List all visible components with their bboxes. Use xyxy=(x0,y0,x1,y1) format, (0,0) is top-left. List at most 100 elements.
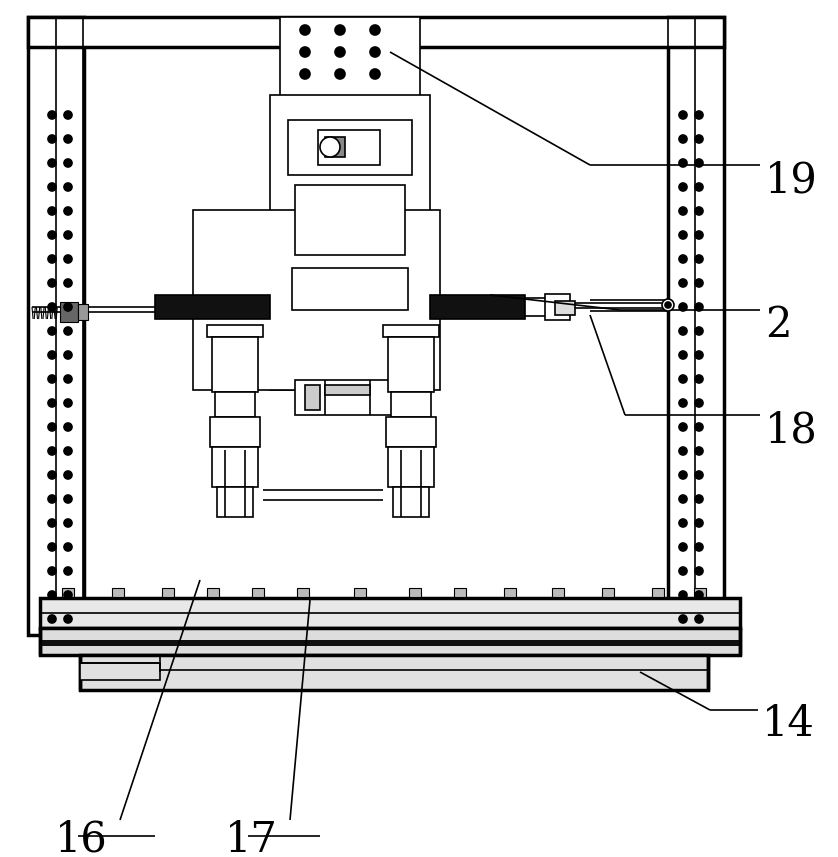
Text: 17: 17 xyxy=(225,819,278,857)
Circle shape xyxy=(679,543,687,551)
Circle shape xyxy=(320,137,340,157)
Circle shape xyxy=(679,231,687,239)
Bar xyxy=(297,588,309,597)
Bar xyxy=(40,628,740,655)
Bar xyxy=(602,588,614,597)
Circle shape xyxy=(695,351,703,359)
Circle shape xyxy=(48,303,56,311)
Text: 14: 14 xyxy=(762,703,815,745)
Bar xyxy=(552,588,564,597)
Circle shape xyxy=(64,591,72,599)
Circle shape xyxy=(48,399,56,407)
Circle shape xyxy=(64,111,72,119)
Circle shape xyxy=(695,135,703,143)
Circle shape xyxy=(695,159,703,167)
Circle shape xyxy=(64,207,72,215)
Bar xyxy=(112,588,124,597)
Circle shape xyxy=(695,399,703,407)
Circle shape xyxy=(370,25,380,35)
Circle shape xyxy=(679,495,687,503)
Bar xyxy=(40,640,740,646)
Bar xyxy=(652,588,664,597)
Circle shape xyxy=(679,519,687,527)
Bar xyxy=(215,392,255,417)
Bar xyxy=(388,447,434,487)
Circle shape xyxy=(48,279,56,287)
Circle shape xyxy=(64,447,72,455)
Circle shape xyxy=(64,543,72,551)
Circle shape xyxy=(64,351,72,359)
Circle shape xyxy=(679,471,687,479)
Circle shape xyxy=(370,69,380,79)
Circle shape xyxy=(48,183,56,191)
Circle shape xyxy=(695,615,703,623)
Circle shape xyxy=(679,591,687,599)
Circle shape xyxy=(335,47,345,57)
Bar xyxy=(354,588,366,597)
Circle shape xyxy=(48,471,56,479)
Circle shape xyxy=(665,302,671,308)
Circle shape xyxy=(679,255,687,263)
Circle shape xyxy=(695,519,703,527)
Circle shape xyxy=(695,279,703,287)
Circle shape xyxy=(679,615,687,623)
Bar xyxy=(28,17,84,635)
Circle shape xyxy=(64,231,72,239)
Bar xyxy=(292,268,408,310)
Bar xyxy=(210,417,260,447)
Circle shape xyxy=(695,471,703,479)
Circle shape xyxy=(48,423,56,431)
Bar xyxy=(280,17,420,97)
Text: 19: 19 xyxy=(765,159,818,201)
Bar xyxy=(40,598,740,628)
Circle shape xyxy=(695,495,703,503)
Circle shape xyxy=(64,303,72,311)
Bar xyxy=(525,298,560,316)
Circle shape xyxy=(695,183,703,191)
Circle shape xyxy=(679,399,687,407)
Circle shape xyxy=(48,543,56,551)
Circle shape xyxy=(48,375,56,383)
Bar xyxy=(694,588,706,597)
Circle shape xyxy=(695,111,703,119)
Circle shape xyxy=(695,207,703,215)
Circle shape xyxy=(64,183,72,191)
Circle shape xyxy=(300,47,310,57)
Circle shape xyxy=(335,25,345,35)
Bar xyxy=(668,17,724,635)
Circle shape xyxy=(64,399,72,407)
Circle shape xyxy=(679,279,687,287)
Bar xyxy=(295,380,405,415)
Circle shape xyxy=(695,543,703,551)
Bar xyxy=(430,295,525,319)
Bar xyxy=(162,588,174,597)
Circle shape xyxy=(64,615,72,623)
Circle shape xyxy=(679,351,687,359)
Circle shape xyxy=(64,423,72,431)
Circle shape xyxy=(695,447,703,455)
Circle shape xyxy=(64,279,72,287)
Bar xyxy=(383,325,439,337)
Circle shape xyxy=(695,423,703,431)
Circle shape xyxy=(48,495,56,503)
Circle shape xyxy=(64,135,72,143)
Circle shape xyxy=(48,591,56,599)
Circle shape xyxy=(64,567,72,575)
Bar xyxy=(62,588,74,597)
Circle shape xyxy=(48,207,56,215)
Bar xyxy=(252,588,264,597)
Circle shape xyxy=(64,327,72,335)
Circle shape xyxy=(679,111,687,119)
Text: 18: 18 xyxy=(765,409,818,451)
Circle shape xyxy=(48,351,56,359)
Bar xyxy=(155,295,270,319)
Circle shape xyxy=(695,327,703,335)
Circle shape xyxy=(695,231,703,239)
Bar xyxy=(28,17,724,47)
Bar xyxy=(60,302,78,322)
Text: 2: 2 xyxy=(765,304,792,346)
Circle shape xyxy=(679,207,687,215)
Bar xyxy=(325,137,345,157)
Bar xyxy=(454,588,466,597)
Circle shape xyxy=(48,111,56,119)
